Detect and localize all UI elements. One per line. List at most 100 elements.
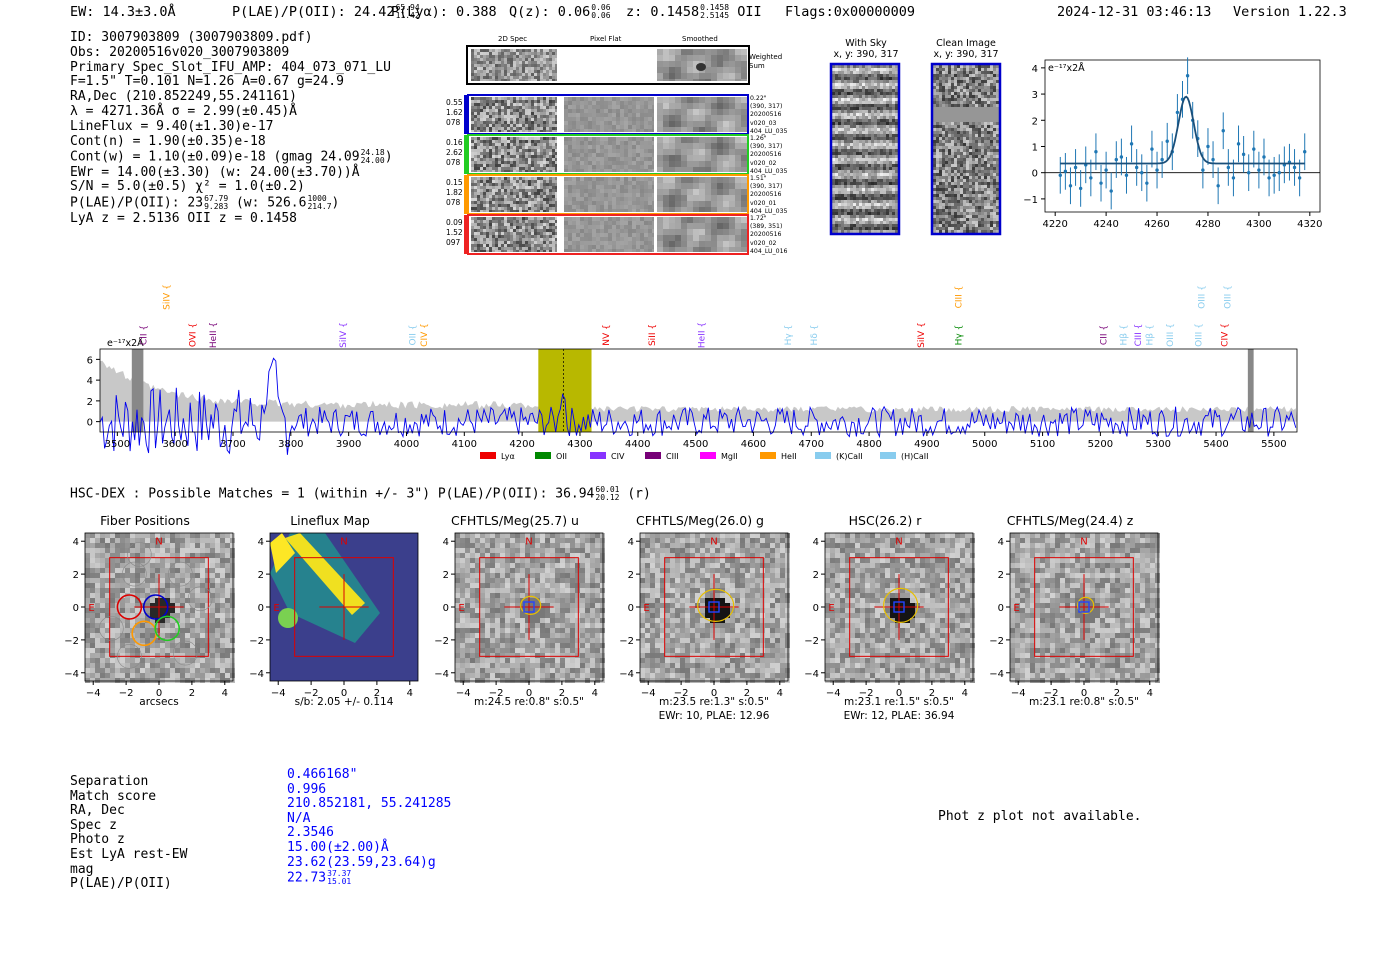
clean-pixel <box>972 107 975 110</box>
noise-pixel <box>477 223 480 226</box>
sky-pixel <box>847 74 850 77</box>
sky-pixel <box>859 200 862 203</box>
noise-pixel <box>624 181 628 185</box>
noise-pixel <box>564 241 568 245</box>
noise-pixel <box>471 192 474 195</box>
noise-pixel <box>540 118 543 121</box>
clean-pixel <box>993 83 996 86</box>
sky-pixel <box>895 152 898 155</box>
sky-pixel <box>832 89 835 92</box>
noise-pixel <box>537 73 540 76</box>
noise-pixel <box>483 137 486 140</box>
noise-pixel <box>636 241 640 245</box>
sky-pixel <box>862 98 865 101</box>
noise-pixel <box>644 165 648 169</box>
sky-pixel <box>871 218 874 221</box>
noise-pixel <box>549 164 552 167</box>
noise-pixel <box>543 61 546 64</box>
sky-pixel <box>874 86 877 89</box>
noise-pixel <box>584 221 588 225</box>
noise-pixel <box>513 238 516 241</box>
smooth-pixel <box>717 103 723 109</box>
noise-pixel <box>620 137 624 141</box>
smooth-pixel <box>669 97 675 103</box>
noise-pixel <box>474 170 477 172</box>
clean-pixel <box>984 95 987 98</box>
noise-pixel <box>572 201 576 205</box>
sky-pixel <box>862 65 865 68</box>
weighted-2dspec <box>471 49 557 81</box>
smooth-pixel <box>663 55 669 61</box>
sky-pixel <box>850 212 853 215</box>
smooth-pixel <box>729 155 735 161</box>
sky-pixel <box>856 167 859 170</box>
noise-pixel <box>644 157 648 161</box>
sky-pixel <box>850 191 853 194</box>
noise-pixel <box>552 127 555 130</box>
clean-pixel <box>975 83 978 86</box>
smooth-pixel <box>729 189 735 195</box>
noise-pixel <box>624 109 628 113</box>
noise-pixel <box>604 149 608 153</box>
noise-pixel <box>576 117 580 121</box>
noise-pixel <box>600 169 604 172</box>
smooth-pixel <box>723 223 729 229</box>
noise-pixel <box>632 161 636 165</box>
noise-pixel <box>588 121 592 125</box>
noise-pixel <box>596 129 600 132</box>
sky-pixel <box>886 167 889 170</box>
clean-pixel <box>975 131 978 134</box>
noise-pixel <box>580 193 584 197</box>
noise-pixel <box>537 161 540 164</box>
sky-pixel <box>844 137 847 140</box>
noise-pixel <box>624 225 628 229</box>
sky-pixel <box>880 122 883 125</box>
noise-pixel <box>555 158 557 161</box>
noise-pixel <box>486 152 489 155</box>
smooth-pixel <box>699 189 705 195</box>
sky-pixel <box>868 125 871 128</box>
noise-pixel <box>534 155 537 158</box>
noise-pixel <box>483 73 486 76</box>
smooth-pixel <box>693 195 699 201</box>
clean-pixel <box>966 137 969 140</box>
noise-pixel <box>498 158 501 161</box>
sky-pixel <box>841 167 844 170</box>
noise-pixel <box>483 149 486 152</box>
noise-pixel <box>612 177 616 181</box>
sky-pixel <box>838 113 841 116</box>
sky-pixel <box>871 107 874 110</box>
header-z-line: OII <box>737 4 762 20</box>
noise-pixel <box>513 58 516 61</box>
clean-pixel <box>939 92 942 95</box>
cutout-col-smoothed: Smoothed <box>682 35 718 43</box>
clean-pixel <box>942 101 945 104</box>
noise-pixel <box>471 226 474 229</box>
clean-pixel <box>978 83 981 86</box>
sky-pixel <box>841 116 844 119</box>
noise-pixel <box>504 250 507 252</box>
sky-pixel <box>877 86 880 89</box>
noise-pixel <box>580 149 584 153</box>
clean-pixel <box>996 116 999 119</box>
sky-pixel <box>835 149 838 152</box>
noise-pixel <box>540 238 543 241</box>
noise-pixel <box>474 67 477 70</box>
noise-pixel <box>552 70 555 73</box>
noise-pixel <box>588 125 592 129</box>
sky-pixel <box>880 83 883 86</box>
noise-pixel <box>483 220 486 223</box>
clean-pixel <box>975 92 978 95</box>
sky-pixel <box>871 146 874 149</box>
smooth-pixel <box>693 207 699 212</box>
noise-pixel <box>616 181 620 185</box>
clean-pixel <box>954 68 957 71</box>
sky-pixel <box>841 107 844 110</box>
noise-pixel <box>549 192 552 195</box>
sky-pixel <box>865 176 868 179</box>
sky-pixel <box>847 86 850 89</box>
noise-pixel <box>588 137 592 141</box>
noise-pixel <box>549 207 552 210</box>
noise-pixel <box>507 161 510 164</box>
smooth-pixel <box>663 79 669 81</box>
